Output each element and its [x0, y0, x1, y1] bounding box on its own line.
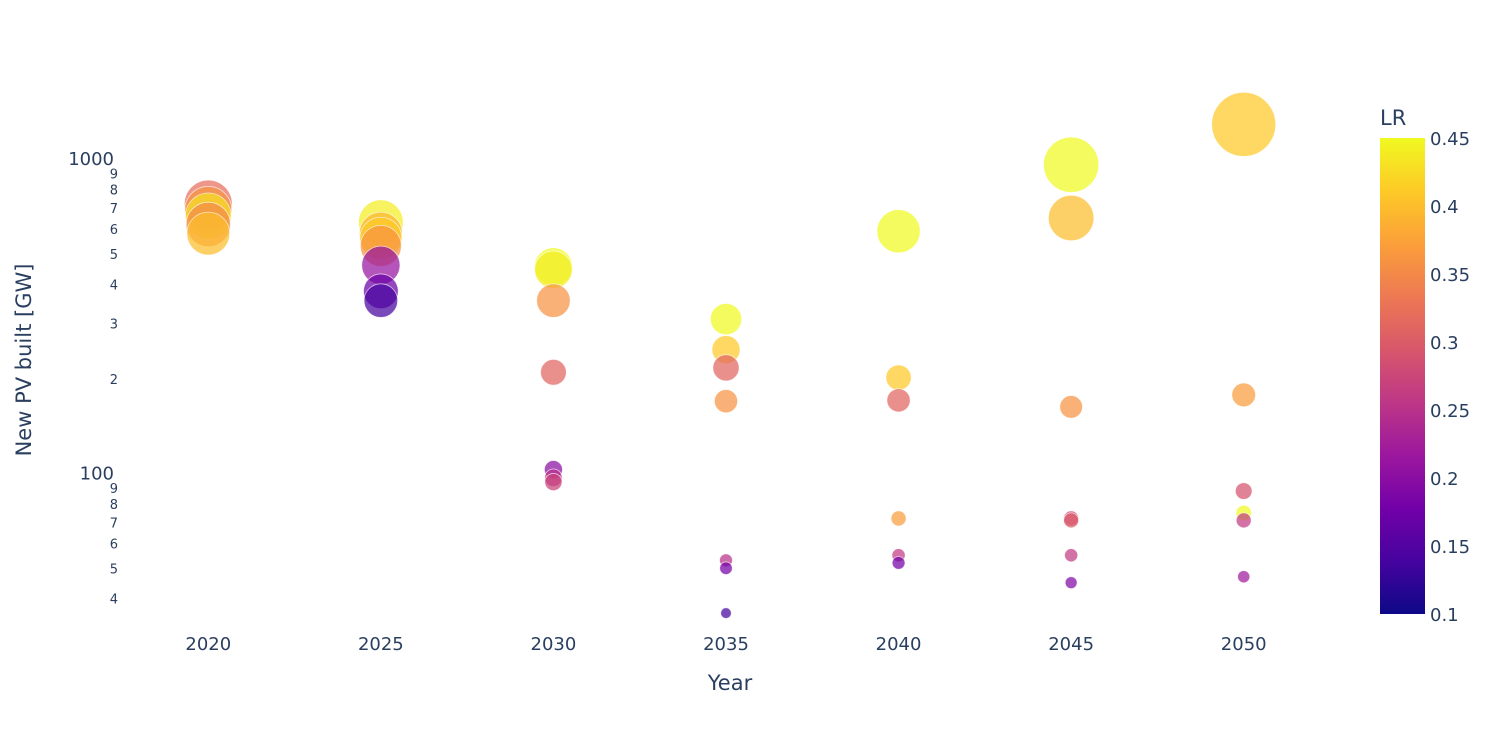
- y-tick-label: 100: [80, 464, 114, 485]
- x-tick-label: 2025: [358, 634, 404, 655]
- data-point: [1235, 512, 1252, 529]
- x-tick-label: 2020: [185, 634, 231, 655]
- data-point: [720, 607, 732, 619]
- colorbar-title: LR: [1380, 106, 1406, 130]
- colorbar-tick-label: 0.1: [1430, 605, 1459, 626]
- y-minor-tick-label: 7: [110, 516, 118, 531]
- data-point: [1048, 194, 1095, 242]
- y-minor-tick-label: 9: [110, 168, 118, 183]
- data-point: [363, 283, 399, 318]
- data-point: [544, 473, 563, 492]
- data-point: [876, 209, 921, 254]
- y-minor-tick-label: 4: [110, 593, 118, 608]
- x-axis: 2020 2025 2030 2035 2040 2045 2050: [185, 634, 1266, 655]
- data-point: [1231, 382, 1257, 408]
- x-tick-label: 2030: [531, 634, 577, 655]
- y-minor-tick-label: 3: [110, 318, 118, 333]
- colorbar-tick-label: 0.25: [1430, 401, 1470, 422]
- colorbar-tick-label: 0.15: [1430, 537, 1470, 558]
- x-tick-label: 2050: [1221, 634, 1267, 655]
- y-minor-tick-label: 4: [110, 278, 118, 293]
- colorbar-tick-label: 0.2: [1430, 469, 1459, 490]
- data-point: [536, 283, 571, 318]
- data-point: [709, 303, 743, 336]
- data-point: [540, 358, 567, 386]
- data-point: [1211, 92, 1277, 157]
- y-minor-tick-label: 7: [110, 202, 118, 217]
- data-point: [1234, 482, 1253, 500]
- data-point: [534, 250, 573, 289]
- colorbar-tick-label: 0.3: [1430, 333, 1459, 354]
- data-point: [1237, 570, 1251, 584]
- x-axis-title: Year: [707, 671, 753, 695]
- y-minor-tick-label: 2: [110, 373, 118, 388]
- data-point: [1059, 395, 1083, 419]
- data-point: [186, 211, 231, 256]
- y-minor-tick-label: 6: [110, 223, 118, 238]
- colorbar-tick-label: 0.45: [1430, 129, 1470, 150]
- data-point: [890, 510, 907, 527]
- x-tick-label: 2035: [703, 634, 749, 655]
- data-point: [1043, 136, 1100, 193]
- colorbar-ticks: 0.1 0.15 0.2 0.25 0.3 0.35 0.4 0.45: [1430, 129, 1470, 626]
- data-point: [713, 389, 739, 414]
- data-point: [891, 556, 906, 570]
- y-minor-tick-label: 8: [110, 184, 118, 199]
- data-point: [719, 561, 733, 575]
- y-tick-label: 1000: [68, 149, 114, 170]
- colorbar-tick-label: 0.35: [1430, 265, 1470, 286]
- colorbar-gradient: [1380, 138, 1425, 614]
- y-minor-tick-label: 9: [110, 482, 118, 497]
- y-minor-tick-label: 5: [110, 248, 118, 263]
- x-tick-label: 2040: [876, 634, 922, 655]
- colorbar-tick-label: 0.4: [1430, 197, 1459, 218]
- y-minor-tick-label: 8: [110, 498, 118, 513]
- markers-layer: [183, 92, 1277, 619]
- data-point: [886, 388, 911, 413]
- data-point: [1064, 576, 1078, 590]
- colorbar: LR 0.1 0.15 0.2 0.25 0.3 0.35 0.4 0.45: [1380, 106, 1470, 626]
- y-minor-tick-label: 6: [110, 537, 118, 552]
- x-tick-label: 2045: [1048, 634, 1094, 655]
- data-point: [1063, 512, 1080, 529]
- data-point: [1064, 548, 1079, 563]
- data-point: [712, 354, 740, 382]
- y-axis-title: New PV built [GW]: [12, 264, 36, 457]
- y-minor-tick-label: 5: [110, 562, 118, 577]
- data-point: [885, 364, 912, 391]
